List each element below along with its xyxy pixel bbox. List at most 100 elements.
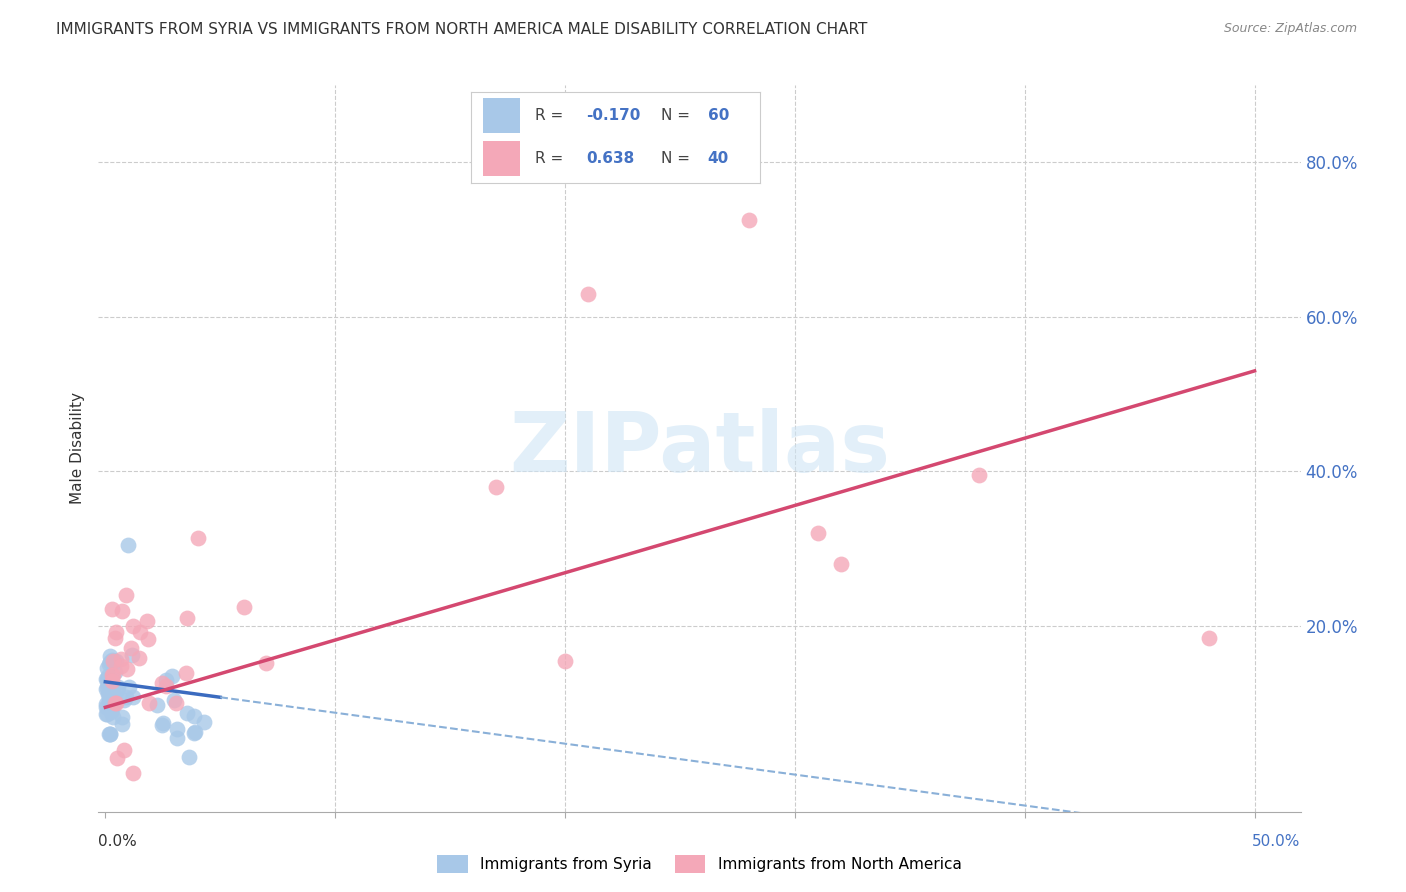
Point [98,695,121,709]
Point [104,654,127,668]
Point [136,632,159,646]
Point [187,532,209,546]
Point [183,709,205,723]
Point [184,725,207,739]
Point [183,725,205,739]
Point [146,698,169,713]
Point [485,480,508,494]
Point [179,749,201,764]
Point [101,602,124,616]
Point [111,717,134,731]
Legend: Immigrants from Syria, Immigrants from North America: Immigrants from Syria, Immigrants from N… [437,855,962,873]
Point [104,695,127,709]
Point [97,691,120,706]
Point [96,681,118,695]
Point [103,655,125,669]
Point [96,707,118,722]
Point [174,665,197,680]
Point [100,705,122,719]
Y-axis label: Male Disability: Male Disability [70,392,86,504]
Point [122,766,145,780]
Point [232,599,254,614]
Point [97,678,120,692]
Point [160,669,183,683]
Point [104,631,127,645]
Point [152,716,174,731]
Point [100,686,122,700]
Point [100,652,122,666]
Point [738,213,761,227]
Point [101,654,124,668]
Point [1198,631,1220,645]
Point [96,682,118,697]
Point [120,640,142,655]
Point [105,750,128,764]
Point [100,692,122,706]
Point [165,697,187,711]
Point [166,722,188,736]
Point [96,673,118,687]
Point [97,669,120,683]
Point [98,695,121,709]
Point [967,468,990,483]
Point [150,718,173,732]
Text: 0.0%: 0.0% [98,834,138,849]
Point [107,680,129,694]
Point [176,610,198,624]
Point [101,673,124,688]
Point [98,727,121,741]
Point [97,673,120,687]
Point [96,661,118,675]
Point [166,731,188,745]
Point [155,680,177,694]
Text: IMMIGRANTS FROM SYRIA VS IMMIGRANTS FROM NORTH AMERICA MALE DISABILITY CORRELATI: IMMIGRANTS FROM SYRIA VS IMMIGRANTS FROM… [56,22,868,37]
Text: 50.0%: 50.0% [1253,834,1301,849]
Point [118,681,141,695]
Point [121,648,143,662]
Point [104,665,127,679]
Point [554,654,576,668]
Point [103,697,125,711]
Point [111,603,134,617]
Point [111,710,134,724]
Point [112,692,135,706]
Point [110,652,132,666]
Point [98,687,121,701]
Point [112,743,135,757]
Point [110,659,132,673]
Point [98,657,121,672]
Point [115,690,138,704]
Point [101,681,124,696]
Point [101,668,124,682]
Point [105,683,128,698]
Point [115,662,138,676]
Point [576,286,599,301]
Point [128,625,150,640]
Point [98,655,121,669]
Point [830,558,852,572]
Point [101,699,124,714]
Point [96,697,118,711]
Point [96,672,118,686]
Point [97,727,120,741]
Point [98,727,121,741]
Point [115,588,138,602]
Point [96,706,118,721]
Point [122,619,145,633]
Point [98,649,121,664]
Text: Source: ZipAtlas.com: Source: ZipAtlas.com [1223,22,1357,36]
Point [101,710,124,724]
Point [104,624,127,639]
Point [97,687,120,701]
Point [807,526,830,541]
Point [193,714,215,729]
Point [100,701,122,715]
Point [128,651,150,665]
Point [155,673,177,688]
Point [97,676,120,690]
Point [117,538,139,552]
Point [98,673,121,687]
Point [121,690,143,704]
Point [136,614,159,628]
Point [96,672,118,686]
